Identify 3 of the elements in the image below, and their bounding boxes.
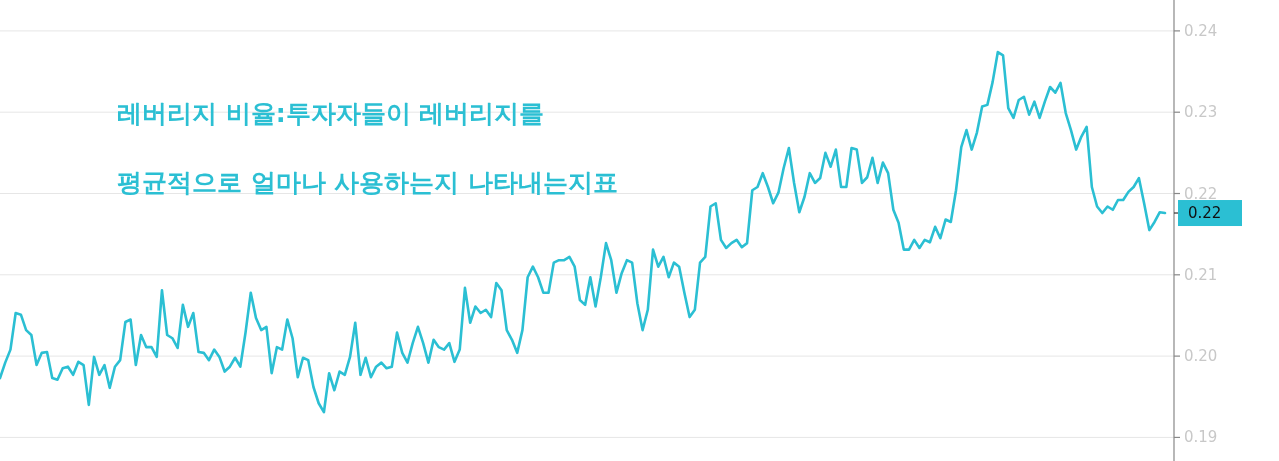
price-label: 0.22 bbox=[1173, 200, 1242, 226]
annotation: 평균적으로 얼마나 사용하는지 나타내는지표 bbox=[117, 168, 619, 197]
annotation: 레버리지 비율:투자자들이 레버리지를 bbox=[117, 99, 545, 128]
